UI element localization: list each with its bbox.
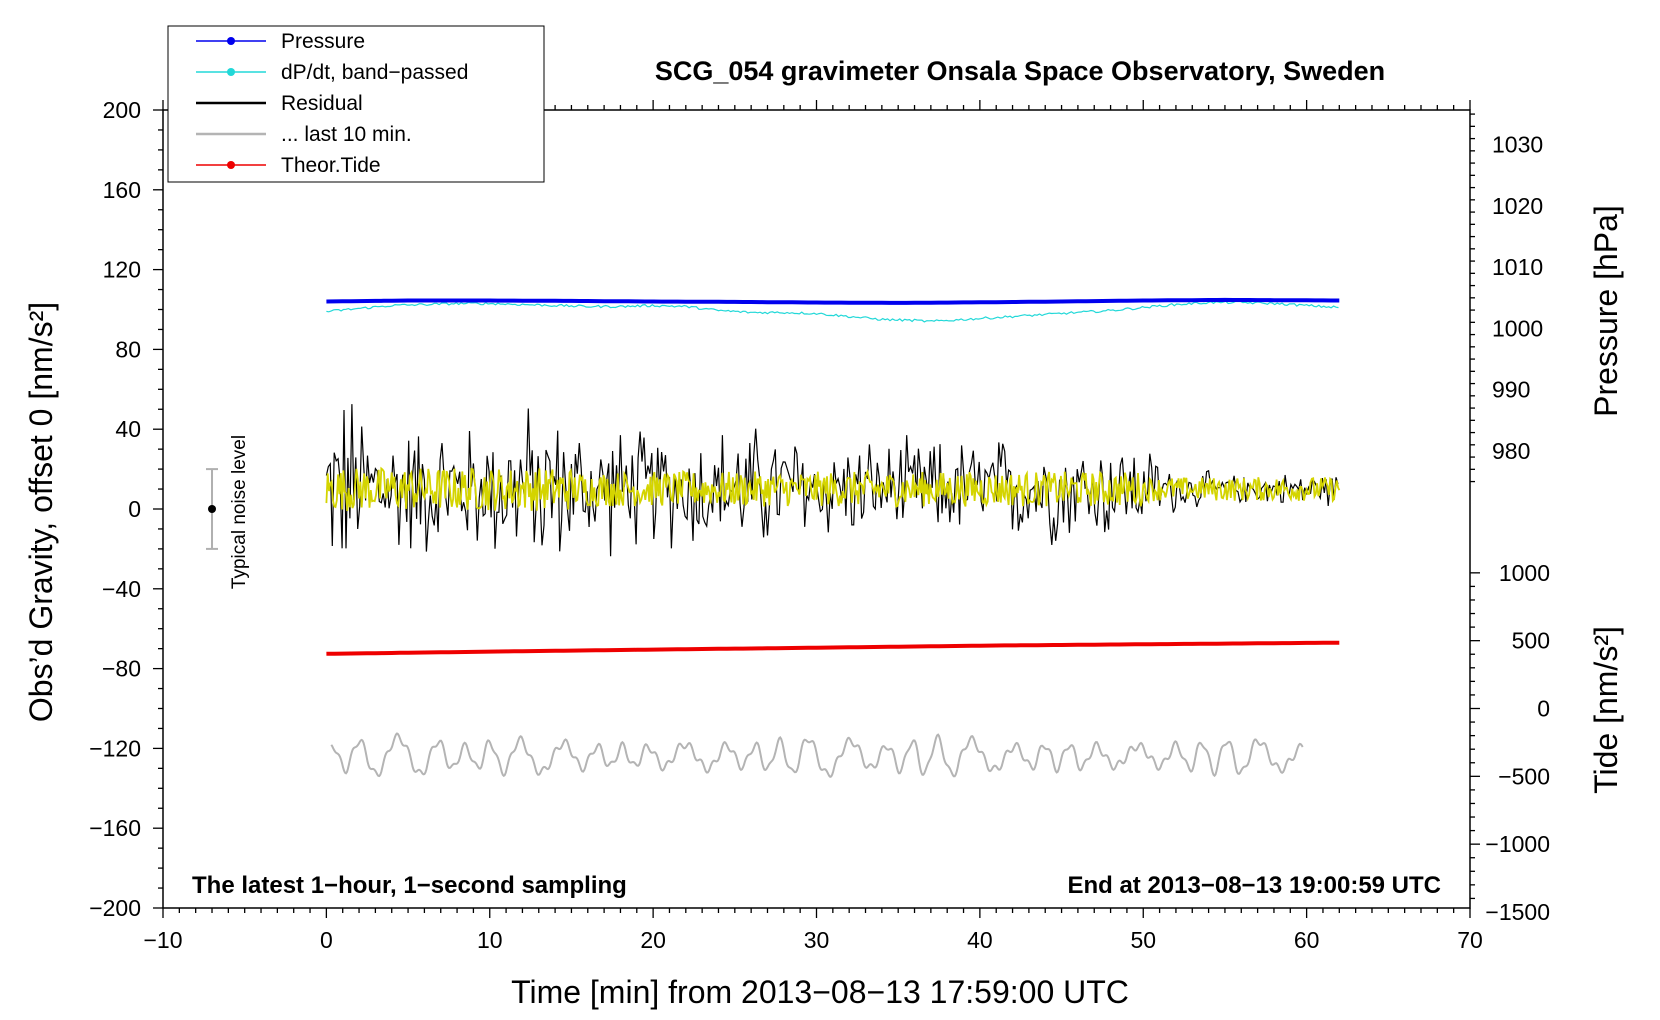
y-tick-label: −120 — [89, 735, 141, 761]
legend-label: ... last 10 min. — [281, 123, 412, 146]
x-tick-label: −10 — [143, 927, 182, 953]
tide-tick-label: −500 — [1498, 763, 1550, 789]
series-dpdt — [326, 300, 1339, 323]
legend-label: Pressure — [281, 30, 365, 53]
x-tick-label: 20 — [640, 927, 666, 953]
noise-bar-dot — [208, 505, 217, 513]
x-tick-label: 40 — [967, 927, 993, 953]
annotation-sampling: The latest 1−hour, 1−second sampling — [192, 872, 627, 899]
x-tick-label: 10 — [477, 927, 503, 953]
y-axis-title-left: Obs’d Gravity, offset 0 [nm/s²] — [23, 302, 59, 722]
x-axis-title: Time [min] from 2013−08−13 17:59:00 UTC — [511, 974, 1129, 1010]
y-tick-label: 40 — [115, 416, 141, 442]
pressure-tick-label: 1000 — [1492, 315, 1543, 341]
pressure-tick-label: 1010 — [1492, 254, 1543, 280]
tide-tick-label: −1500 — [1485, 899, 1550, 925]
legend-label: dP/dt, band−passed — [281, 61, 468, 84]
annotation-end-time: End at 2013−08−13 19:00:59 UTC — [1067, 872, 1441, 899]
pressure-tick-label: 1020 — [1492, 193, 1543, 219]
legend: Pressure dP/dt, band−passed Residual ... la… — [167, 25, 545, 183]
axes-layer: −10 0 10 20 30 40 50 60 7020016012080400−40−80−1… — [89, 97, 1550, 953]
series-last-10-min — [330, 732, 1304, 778]
legend-swatch-marker — [227, 161, 235, 169]
legend-swatch-marker — [227, 37, 235, 45]
series-residual — [325, 404, 1339, 557]
legend-swatch-marker — [227, 68, 235, 76]
x-tick-label: 60 — [1294, 927, 1320, 953]
tide-tick-label: −1000 — [1485, 831, 1550, 857]
legend-label: Residual — [281, 92, 363, 115]
pressure-tick-label: 980 — [1492, 438, 1530, 464]
tide-tick-label: 500 — [1512, 628, 1550, 654]
y-tick-label: −40 — [102, 576, 141, 602]
y-axis-title-tide: Tide [nm/s²] — [1588, 626, 1624, 794]
legend-label: Theor.Tide — [281, 154, 381, 177]
series-theor-tide — [326, 640, 1340, 656]
series-band-passed — [325, 466, 1341, 511]
text-layer: SCG_054 gravimeter Onsala Space Observat… — [23, 56, 1624, 1010]
y-tick-label: −160 — [89, 815, 141, 841]
series-pressure — [326, 297, 1340, 305]
y-axis-title-pressure: Pressure [hPa] — [1588, 205, 1624, 417]
x-tick-label: 70 — [1457, 927, 1483, 953]
y-tick-label: 80 — [115, 336, 141, 362]
y-tick-label: 200 — [103, 97, 141, 123]
pressure-tick-label: 990 — [1492, 377, 1530, 403]
y-tick-label: 0 — [128, 496, 141, 522]
x-tick-label: 50 — [1130, 927, 1156, 953]
y-tick-label: 120 — [103, 257, 141, 283]
x-tick-label: 30 — [804, 927, 830, 953]
y-tick-label: 160 — [103, 177, 141, 203]
chart-title: SCG_054 gravimeter Onsala Space Observat… — [655, 56, 1385, 86]
x-tick-label: 0 — [320, 927, 333, 953]
y-tick-label: −200 — [89, 895, 141, 921]
tide-tick-label: 1000 — [1499, 560, 1550, 586]
noise-level-label: Typical noise level — [229, 435, 250, 589]
tide-tick-label: 0 — [1537, 696, 1550, 722]
pressure-tick-label: 1030 — [1492, 132, 1543, 158]
series-layer — [206, 297, 1341, 778]
y-tick-label: −80 — [102, 656, 141, 682]
